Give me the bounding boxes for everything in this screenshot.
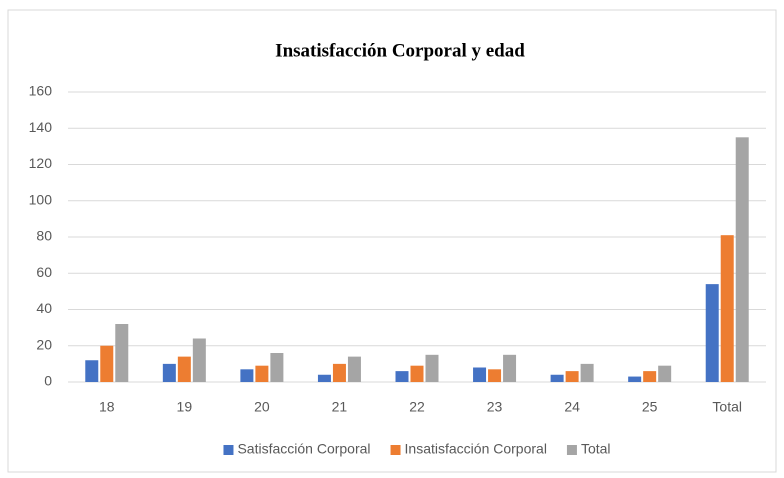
bar (488, 369, 502, 382)
bar (643, 371, 657, 382)
bar (240, 369, 254, 382)
bar (85, 360, 99, 382)
bar (565, 371, 579, 382)
x-tick-label: 22 (409, 399, 425, 415)
bar (735, 137, 749, 382)
x-tick-label: 23 (487, 399, 503, 415)
bar (100, 345, 114, 382)
y-tick-label: 140 (29, 119, 53, 135)
legend-swatch (566, 445, 577, 455)
x-tick-label: 21 (332, 399, 348, 415)
bar (628, 376, 642, 382)
chart-border (7, 9, 777, 473)
y-tick-label: 20 (36, 336, 52, 352)
y-tick-label: 120 (29, 155, 53, 171)
bar (270, 353, 284, 382)
bar (192, 338, 206, 382)
bar (473, 367, 487, 382)
bar (503, 354, 517, 382)
bar (550, 374, 564, 382)
x-tick-label: 25 (642, 399, 658, 415)
bar (658, 365, 672, 382)
bar (177, 356, 191, 382)
y-tick-label: 100 (29, 191, 53, 207)
x-tick-label: Total (712, 399, 742, 415)
bar (425, 354, 439, 382)
bar (162, 363, 176, 382)
legend-swatch (223, 445, 234, 455)
bar (705, 284, 719, 382)
bar (317, 374, 331, 382)
bar (410, 365, 424, 382)
y-tick-label: 160 (29, 83, 53, 99)
x-tick-label: 24 (564, 399, 580, 415)
x-tick-label: 18 (99, 399, 115, 415)
bar (255, 365, 269, 382)
legend-label: Total (581, 441, 611, 457)
chart-title: Insatisfacción Corporal y edad (275, 40, 525, 61)
legend-label: Satisfacción Corporal (237, 441, 370, 457)
y-tick-label: 40 (36, 300, 52, 316)
y-tick-label: 80 (36, 228, 52, 244)
bar (347, 356, 361, 382)
y-tick-label: 60 (36, 264, 52, 280)
x-tick-label: 19 (177, 399, 193, 415)
bar (720, 235, 734, 382)
bar (395, 371, 409, 382)
bar (580, 363, 594, 382)
bar (332, 363, 346, 382)
bar (115, 324, 129, 382)
legend-swatch (390, 445, 401, 455)
y-tick-label: 0 (44, 373, 52, 389)
legend-label: Insatisfacción Corporal (405, 441, 547, 457)
x-tick-label: 20 (254, 399, 270, 415)
